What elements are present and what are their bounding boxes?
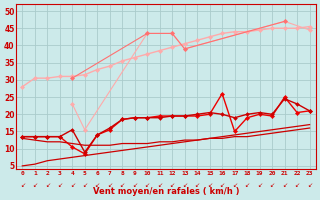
X-axis label: Vent moyen/en rafales ( km/h ): Vent moyen/en rafales ( km/h )	[93, 187, 239, 196]
